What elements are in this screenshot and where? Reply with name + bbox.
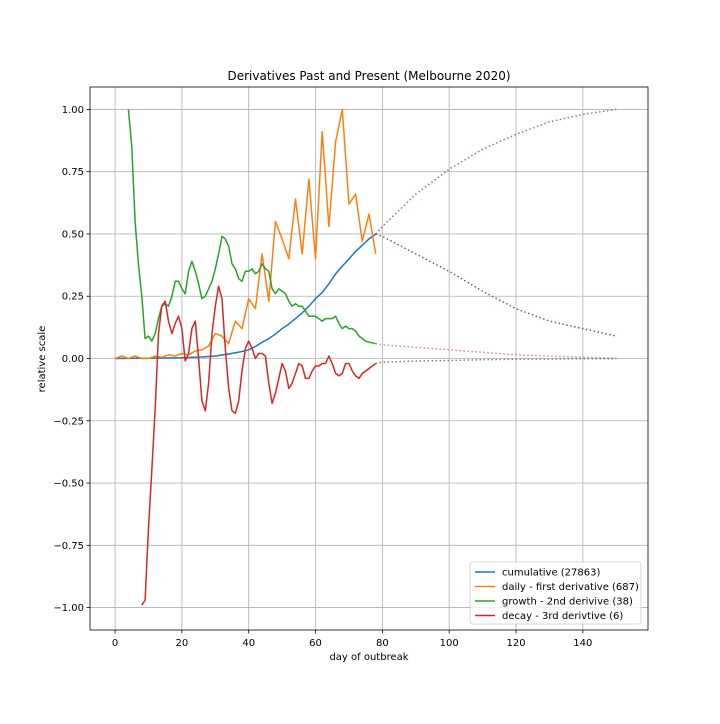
legend-label: growth - 2nd derivive (38) [502, 597, 633, 608]
series-line-4 [141, 285, 377, 606]
chart-title: Derivatives Past and Present (Melbourne … [227, 69, 510, 83]
series-line-3 [127, 109, 376, 345]
series-line-2 [114, 108, 377, 360]
projection-line-2 [375, 233, 617, 337]
x-axis-label: day of outbreak [329, 652, 408, 663]
x-tick-label: 80 [376, 638, 389, 649]
projection-line-4 [375, 357, 617, 365]
y-tick-label: −0.75 [53, 541, 84, 552]
y-axis-label: relative scale [37, 326, 48, 393]
series-lines [114, 108, 617, 606]
axis-ticks: 0 20 40 60 80 100 120 140 −1.00 −0.75 −0.50 −0.25 0.… [53, 105, 592, 649]
legend: cumulative (27863) daily - first derivati… [469, 561, 642, 625]
y-tick-label: 1.00 [62, 105, 84, 116]
y-tick-label: 0.50 [62, 229, 84, 240]
projection-line-3 [375, 342, 617, 359]
y-tick-label: 0.75 [62, 167, 84, 178]
x-tick-label: 100 [440, 638, 459, 649]
series-line-1 [115, 233, 377, 360]
y-tick-label: −0.25 [53, 416, 84, 427]
x-tick-label: 120 [506, 638, 525, 649]
x-tick-label: 60 [309, 638, 322, 649]
x-tick-label: 0 [112, 638, 118, 649]
projection-line-1 [375, 108, 617, 235]
grid [90, 87, 648, 630]
legend-label: cumulative (27863) [502, 568, 600, 579]
legend-label: daily - first derivative (687) [502, 582, 639, 593]
x-tick-label: 140 [573, 638, 592, 649]
y-tick-label: 0.25 [62, 292, 84, 303]
y-tick-label: −0.50 [53, 479, 84, 490]
legend-label: decay - 3rd derivtive (6) [502, 611, 623, 622]
x-tick-label: 20 [176, 638, 189, 649]
y-tick-label: −1.00 [53, 603, 84, 614]
x-tick-label: 40 [242, 638, 255, 649]
legend-box [469, 561, 642, 625]
y-tick-label: 0.00 [62, 354, 84, 365]
